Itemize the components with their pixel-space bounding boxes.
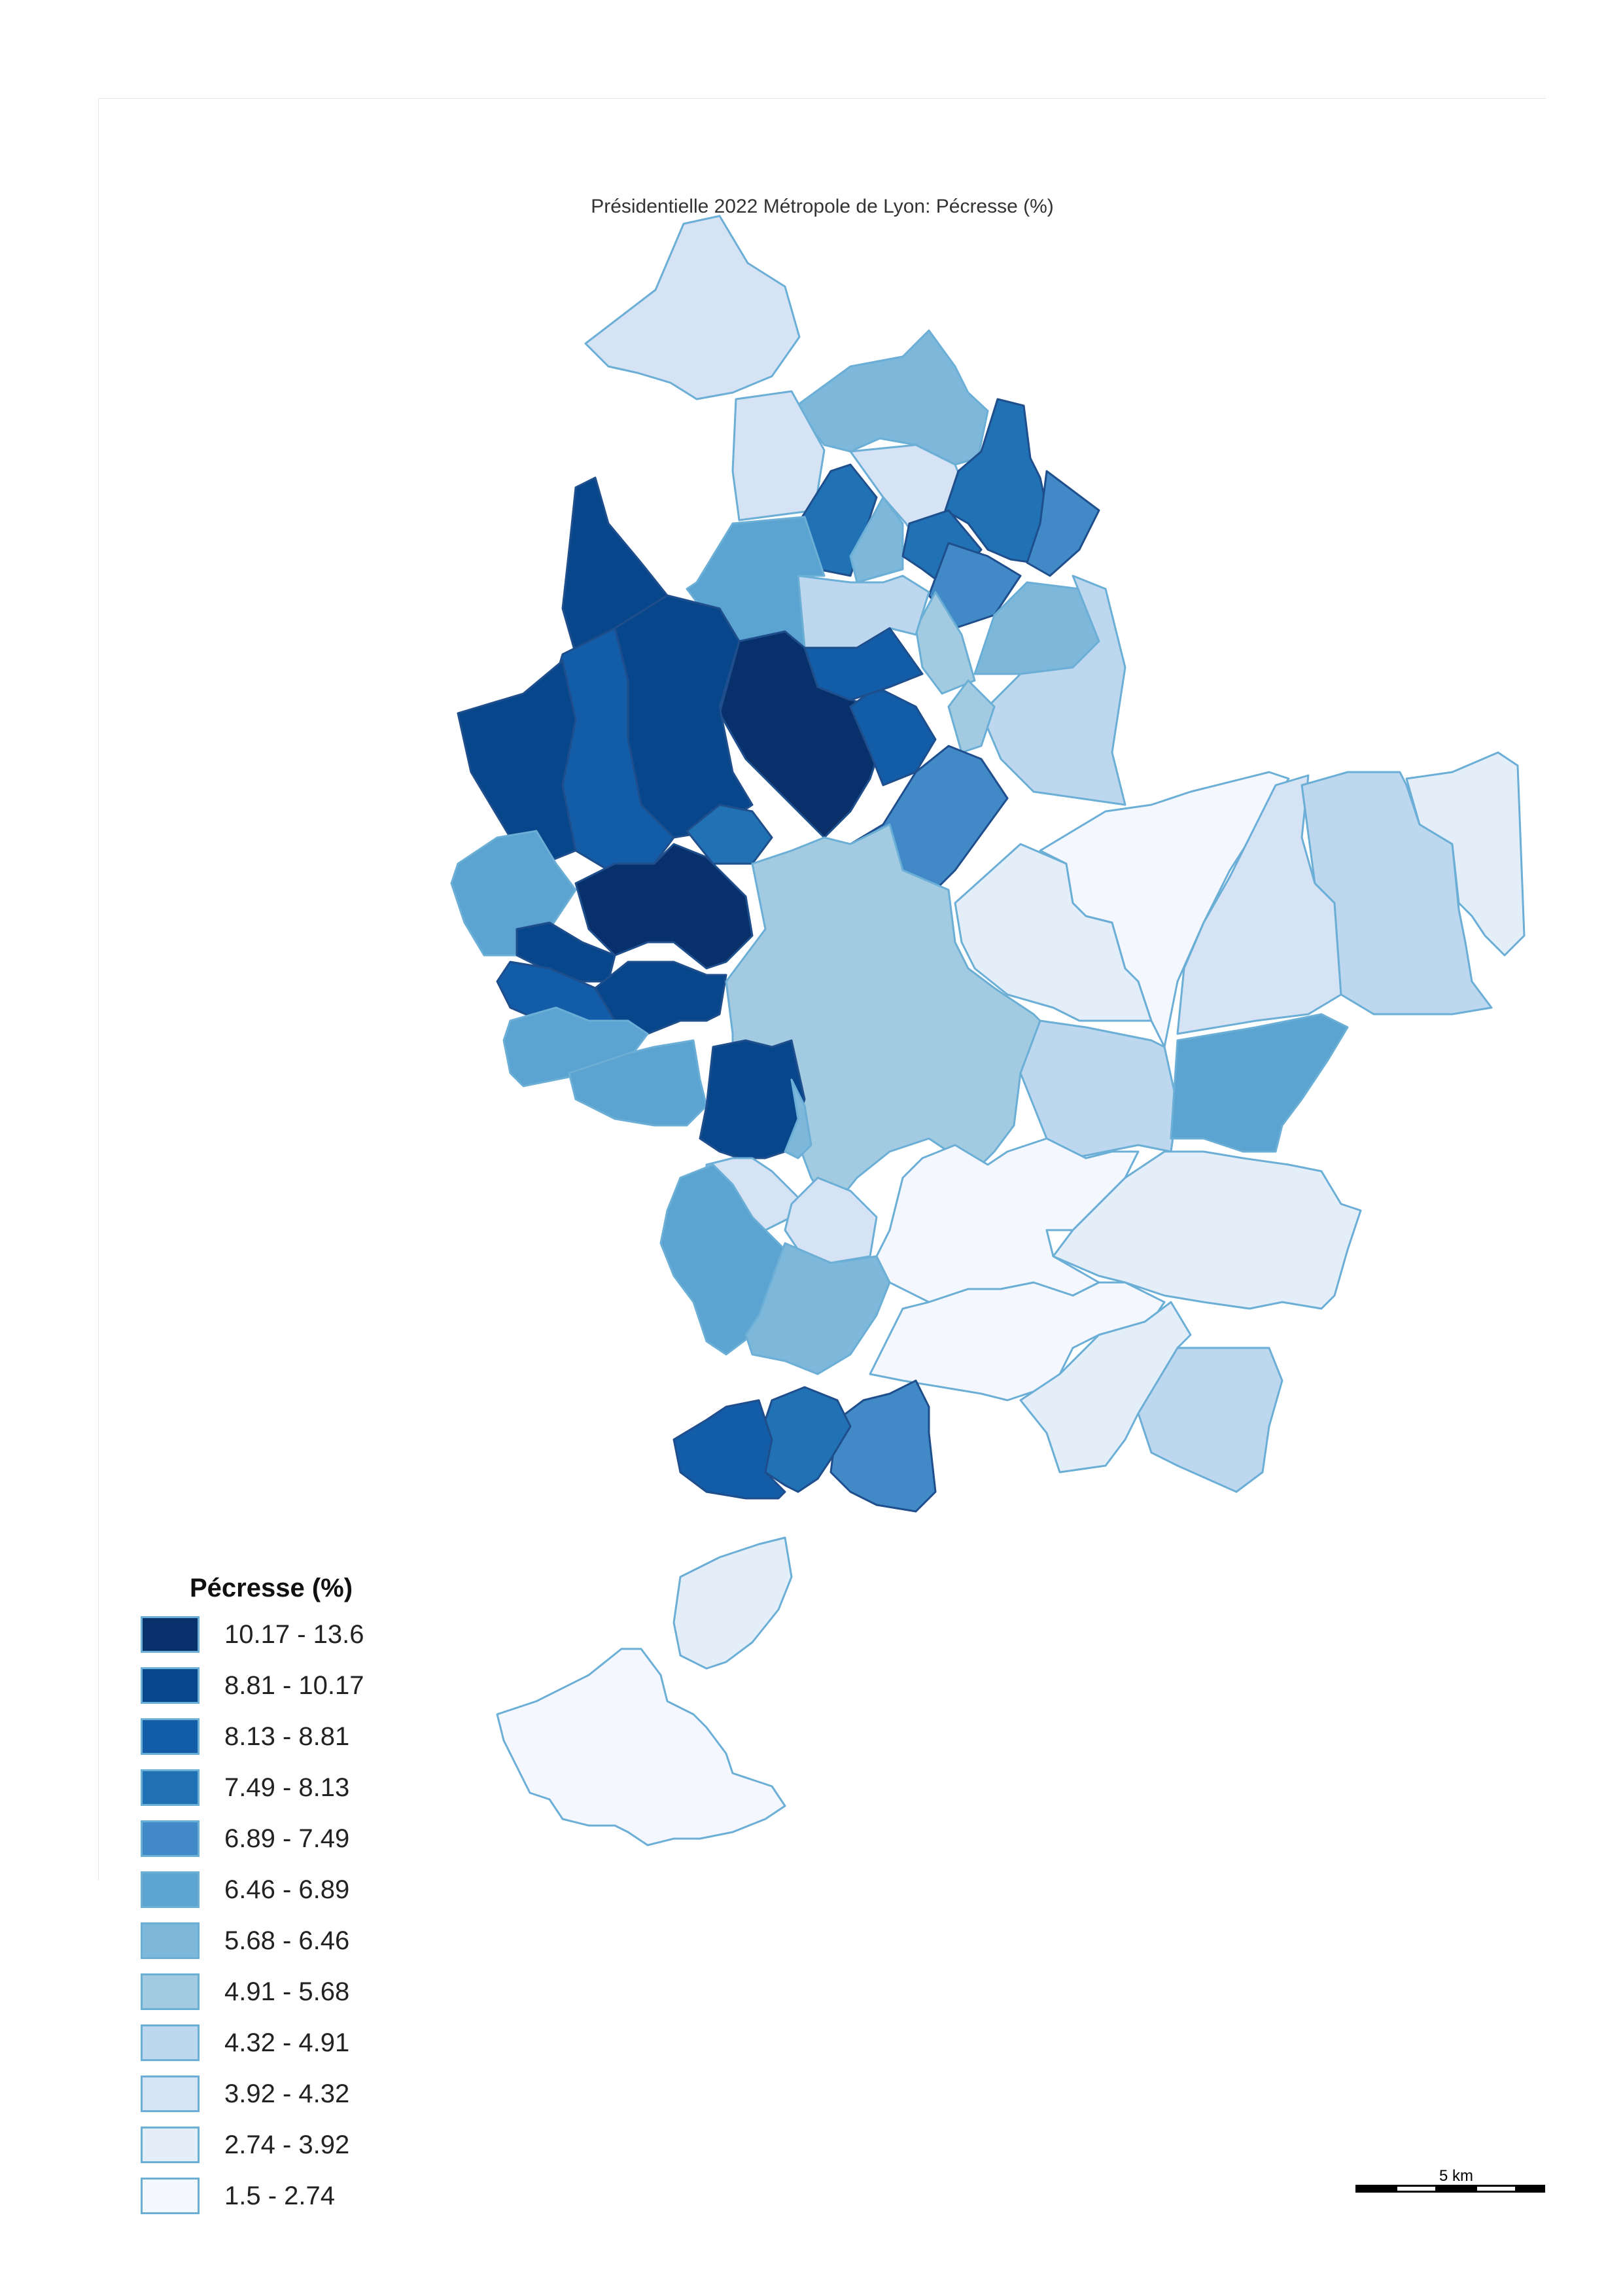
legend-label: 8.13 - 8.81 [224,1722,350,1751]
commune-polygon [1026,470,1100,577]
legend-swatch [141,2178,200,2214]
commune-polygon [744,1242,891,1375]
commune-polygon [944,398,1051,564]
legend-swatch [141,1616,200,1653]
legend-label: 4.32 - 4.91 [224,2028,350,2057]
commune-polygon [1039,771,1290,1048]
legend-label: 6.46 - 6.89 [224,1875,350,1904]
legend-label: 4.91 - 5.68 [224,1977,350,2006]
legend-label: 2.74 - 3.92 [224,2130,350,2159]
commune-polygon [947,679,996,754]
legend-label: 3.92 - 4.32 [224,2079,350,2108]
legend-label: 6.89 - 7.49 [224,1824,350,1853]
legend-label: 5.68 - 6.46 [224,1926,350,1955]
legend-label: 10.17 - 13.6 [224,1620,364,1649]
legend-label: 1.5 - 2.74 [224,2181,336,2210]
map-title: Présidentielle 2022 Métropole de Lyon: P… [591,196,1054,217]
scale-bar-ruler [1355,2185,1545,2193]
commune-polygon [1170,1013,1349,1153]
legend-label: 8.81 - 10.17 [224,1671,364,1700]
legend-swatch [141,1922,200,1959]
commune-polygon [1137,1347,1283,1493]
commune-polygon [574,843,754,970]
commune-polygon [1405,751,1526,957]
commune-polygon [849,496,904,584]
commune-polygon [803,627,924,701]
commune-polygon [829,1379,937,1513]
legend-title: Pécresse (%) [190,1574,353,1602]
legend-swatch [141,2024,200,2061]
commune-polygon [584,215,801,400]
legend-swatch [141,1718,200,1755]
legend-label: 7.49 - 8.13 [224,1773,350,1802]
commune-polygon [784,1078,812,1159]
legend-swatch [141,1871,200,1908]
commune-polygon [797,574,930,649]
legend-swatch [141,1667,200,1704]
legend-swatch [141,1769,200,1806]
commune-polygon [1300,771,1493,1016]
legend-swatch [141,2075,200,2112]
commune-polygon [980,574,1126,806]
commune-polygon [457,660,577,865]
scale-bar: 5 km [1355,2167,1545,2193]
legend-swatch [141,1820,200,1857]
commune-polygon [794,329,989,466]
scale-bar-label: 5 km [1439,2167,1474,2185]
legend-swatch [141,1973,200,2010]
commune-polygon [672,1536,793,1670]
commune-polygon [672,1399,786,1500]
commune-polygon [849,686,937,786]
commune-polygon [1019,1019,1179,1159]
legend-swatch [141,2127,200,2163]
commune-polygon [496,1648,786,1846]
